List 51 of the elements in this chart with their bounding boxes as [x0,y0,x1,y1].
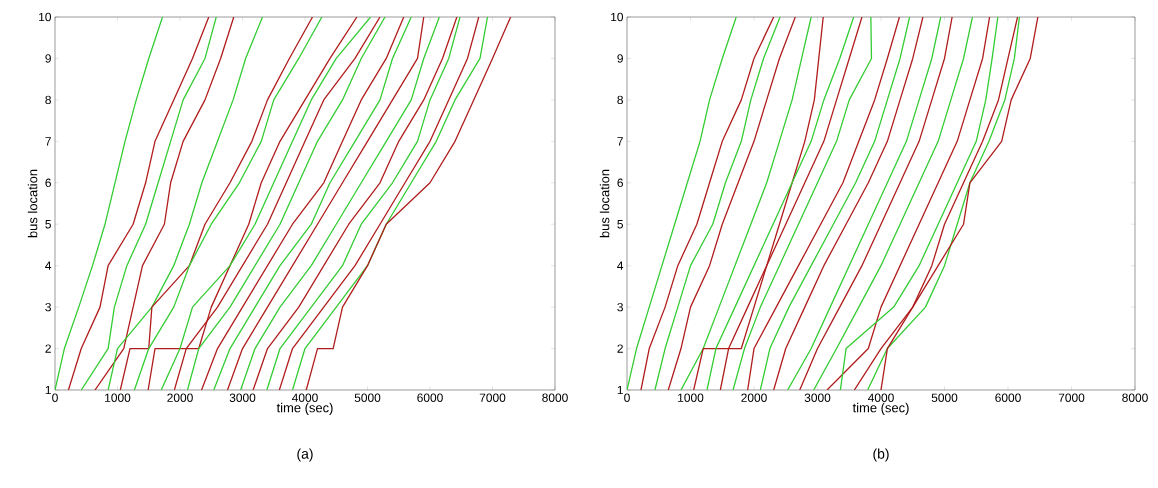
x-tick-label: 5000 [354,393,381,402]
x-tick-label: 7000 [1058,393,1085,402]
x-tick-label: 8000 [1122,393,1148,402]
y-tick-label: 2 [617,344,623,353]
y-tick-label: 7 [617,137,623,146]
y-tick-label: 3 [617,302,623,312]
y-axis-title: bus location [27,169,38,238]
x-tick-label: 1000 [105,393,131,402]
x-tick-label: 5000 [931,393,958,402]
x-tick-label: 7000 [479,393,506,402]
x-tick-label: 0 [52,393,58,402]
y-tick-label: 2 [45,344,51,353]
y-axis-title: bus location [599,169,610,238]
x-tick-label: 4000 [291,393,318,402]
line-series [94,17,235,390]
y-tick-label: 8 [617,95,623,105]
y-tick-label: 7 [45,137,51,146]
y-tick-label: 3 [45,302,51,312]
y-tick-label: 6 [617,178,623,188]
line-series [667,17,796,390]
text: (b) [873,448,889,462]
y-tick-label: 5 [617,220,623,229]
y-tick-label: 10 [39,12,52,22]
y-tick-label: 10 [611,12,624,22]
y-tick-label: 1 [45,385,51,395]
y-tick-label: 4 [617,261,624,270]
y-tick-label: 9 [45,54,51,63]
line-series [813,17,974,390]
y-tick-label: 5 [45,220,51,229]
line-series [107,17,264,390]
line-series [773,17,924,390]
x-tick-label: 2000 [167,393,193,402]
y-tick-label: 8 [45,95,51,105]
line-series [55,17,164,390]
text: (a) [297,448,313,462]
y-tick-label: 4 [45,261,52,270]
x-tick-label: 6000 [417,393,443,402]
y-tick-label: 6 [45,178,51,188]
x-tick-label: 0 [624,393,630,402]
x-tick-label: 1000 [678,393,704,402]
x-axis-title: time (sec) [276,402,333,415]
x-tick-label: 3000 [804,393,831,402]
x-axis-title: time (sec) [852,402,909,415]
y-tick-label: 1 [617,385,623,395]
x-tick-label: 3000 [229,393,256,402]
line-series [305,17,512,390]
x-tick-label: 4000 [867,393,894,402]
y-tick-label: 9 [617,54,623,63]
x-tick-label: 2000 [741,393,767,402]
x-tick-label: 8000 [542,393,568,402]
x-tick-label: 6000 [995,393,1021,402]
